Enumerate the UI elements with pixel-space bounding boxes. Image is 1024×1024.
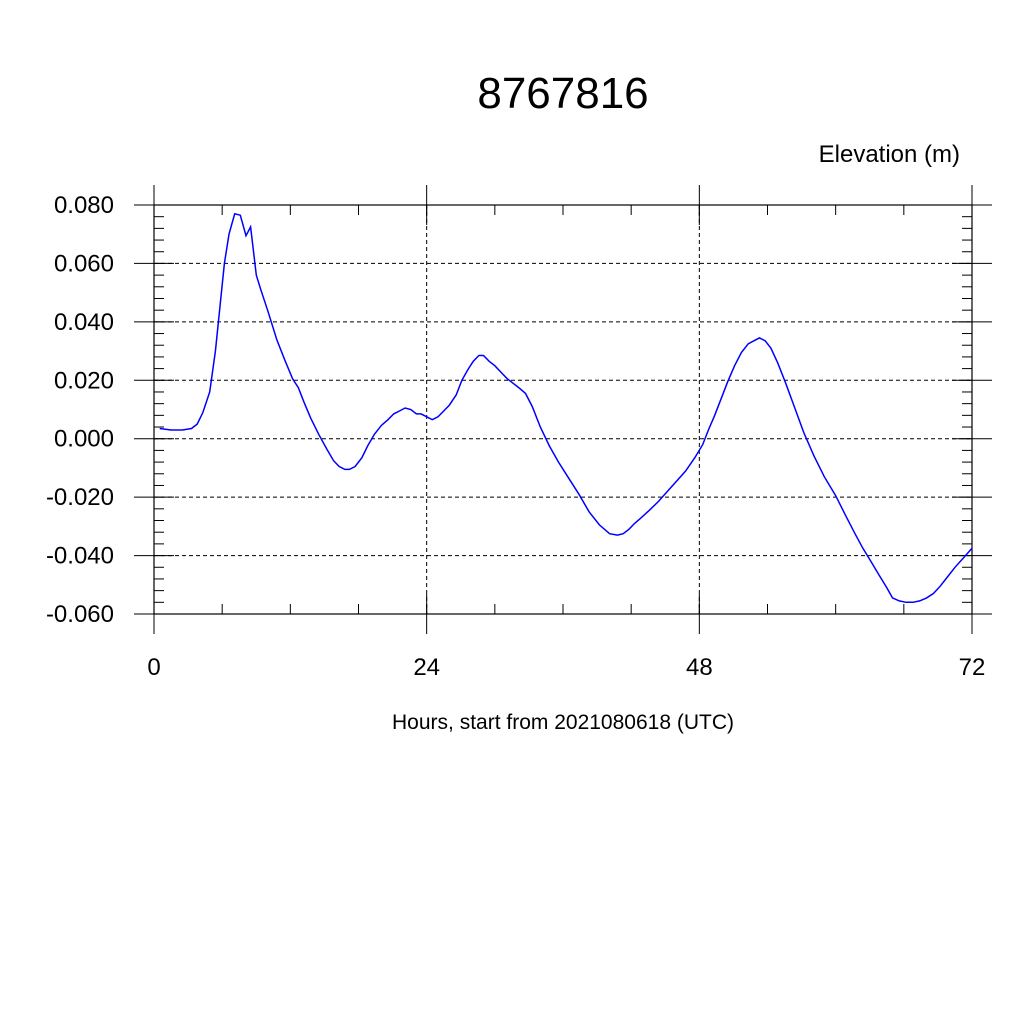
- chart-title: 8767816: [477, 69, 648, 118]
- y-tick-label: -0.040: [46, 543, 114, 570]
- y-tick-label: 0.080: [54, 192, 114, 219]
- y-tick-labels: -0.060 -0.040 -0.020 0.000 0.020 0.040 0.060 0.…: [46, 192, 114, 628]
- x-tick-label: 72: [959, 654, 986, 681]
- x-tick-label: 48: [686, 654, 713, 681]
- x-tick-label: 24: [413, 654, 440, 681]
- y-tick-label: 0.060: [54, 250, 114, 277]
- elevation-series-line: [159, 212, 973, 604]
- x-tick-label: 0: [147, 654, 160, 681]
- x-tick-labels: 0 24 48 72: [147, 654, 985, 681]
- y-tick-label: -0.020: [46, 484, 114, 511]
- y-tick-label: 0.040: [54, 309, 114, 336]
- units-label: Elevation (m): [819, 141, 960, 168]
- y-tick-label: 0.020: [54, 367, 114, 394]
- y-tick-label: -0.060: [46, 601, 114, 628]
- series-group: [159, 212, 973, 604]
- y-tick-label: 0.000: [54, 426, 114, 453]
- plot-frame: [153, 204, 973, 615]
- x-axis-label: Hours, start from 2021080618 (UTC): [392, 711, 734, 734]
